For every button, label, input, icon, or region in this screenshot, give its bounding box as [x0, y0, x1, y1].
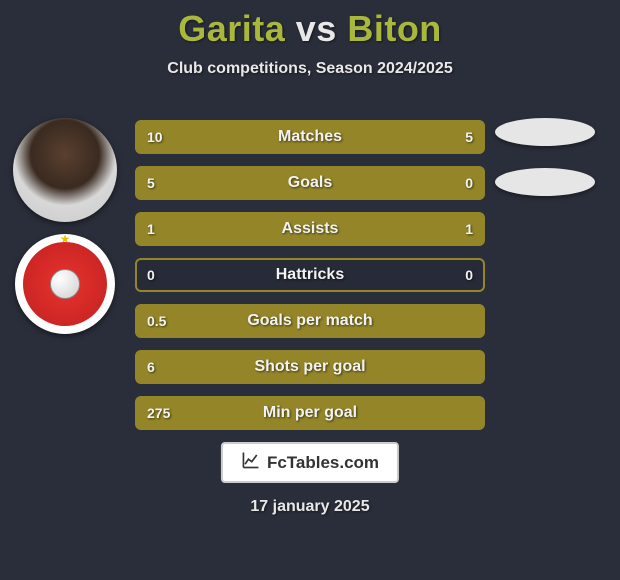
- branding-text: FcTables.com: [267, 453, 379, 473]
- stat-label: Assists: [282, 220, 339, 238]
- stat-label: Min per goal: [263, 404, 357, 422]
- ball-icon: [50, 269, 80, 299]
- stat-row: 0 Hattricks 0: [135, 258, 485, 292]
- stat-value-left: 10: [147, 129, 163, 145]
- stats-panel: 10Matches55Goals01Assists10Hattricks00.5…: [135, 120, 485, 442]
- player2-avatar-placeholder: [495, 118, 595, 146]
- stat-value-left: 0: [147, 267, 155, 283]
- stat-value-left: 1: [147, 221, 155, 237]
- right-column: [485, 118, 605, 216]
- vs-label: vs: [296, 8, 337, 49]
- left-column: ★: [5, 118, 125, 334]
- stat-value-right: 5: [465, 129, 473, 145]
- player2-club-placeholder: [495, 168, 595, 196]
- stat-label: Matches: [278, 128, 342, 146]
- stat-value-left: 275: [147, 405, 170, 421]
- date-label: 17 january 2025: [250, 498, 369, 516]
- page-title: Garita vs Biton: [0, 0, 620, 50]
- stat-value-right: 1: [465, 221, 473, 237]
- stat-value-left: 6: [147, 359, 155, 375]
- stat-row: 0.5 Goals per match: [135, 304, 485, 338]
- stat-row: 6 Shots per goal: [135, 350, 485, 384]
- stat-label: Hattricks: [276, 266, 344, 284]
- stat-row: 10 Matches 5: [135, 120, 485, 154]
- stat-label: Shots per goal: [254, 358, 365, 376]
- stat-label: Goals: [288, 174, 332, 192]
- subtitle: Club competitions, Season 2024/2025: [0, 60, 620, 78]
- stat-value-right: 0: [465, 175, 473, 191]
- stat-value-left: 5: [147, 175, 155, 191]
- stat-value-left: 0.5: [147, 313, 166, 329]
- chart-icon: [241, 450, 261, 475]
- stat-label: Goals per match: [247, 312, 372, 330]
- player2-name: Biton: [347, 8, 441, 49]
- player1-avatar: [13, 118, 117, 222]
- branding-panel: FcTables.com: [221, 442, 399, 483]
- player1-club-badge: ★: [15, 234, 115, 334]
- player1-name: Garita: [178, 8, 285, 49]
- stat-row: 5 Goals 0: [135, 166, 485, 200]
- stat-value-right: 0: [465, 267, 473, 283]
- stat-row: 275 Min per goal: [135, 396, 485, 430]
- stat-row: 1 Assists 1: [135, 212, 485, 246]
